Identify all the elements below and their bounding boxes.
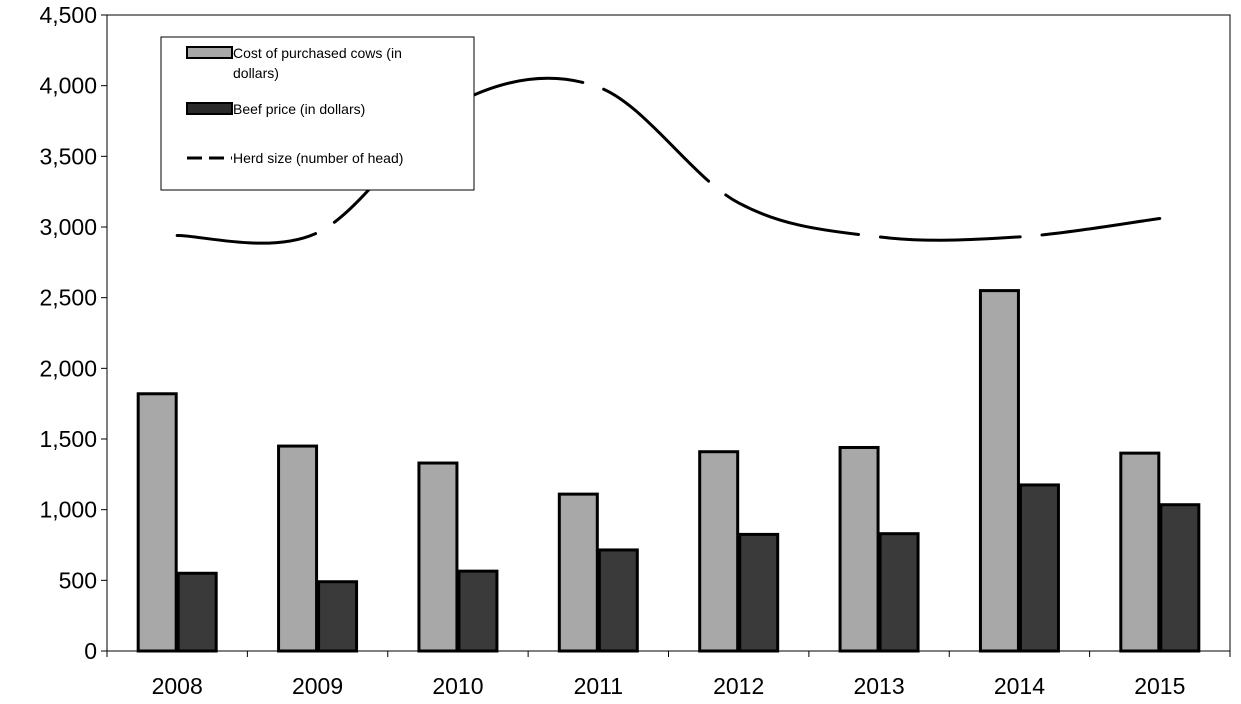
bar-cost-of-purchased-cows: [417, 461, 459, 653]
bar-cost-of-purchased-cows: [277, 444, 319, 653]
tick-labels: 0 500 1,000 1,500 2,000 2,500 3,000 3,500 4,000 4…: [39, 2, 1185, 699]
x-tick-label: 2012: [713, 673, 764, 699]
x-tick-label: 2008: [152, 673, 203, 699]
bar-beef-price: [176, 571, 218, 653]
bar-cost-of-purchased-cows: [557, 492, 599, 653]
y-tick-label: 0: [84, 638, 97, 664]
x-tick-label: 2013: [853, 673, 904, 699]
bar-cost-of-purchased-cows: [978, 289, 1020, 653]
y-tick-label: 500: [59, 567, 97, 593]
bar-beef-price: [1159, 503, 1201, 653]
y-tick-label: 4,000: [39, 73, 97, 99]
bar-cost-of-purchased-cows: [838, 445, 880, 653]
y-tick-label: 3,500: [39, 143, 97, 169]
legend-label-cost-line1: Cost of purchased cows (in: [233, 45, 402, 61]
x-tick-label: 2015: [1134, 673, 1185, 699]
x-tick-label: 2011: [574, 673, 623, 699]
bar-beef-price: [1018, 483, 1060, 653]
y-tick-label: 4,500: [39, 2, 97, 28]
x-tick-label: 2009: [292, 673, 343, 699]
x-tick-label: 2010: [432, 673, 483, 699]
bar-cost-of-purchased-cows: [136, 392, 178, 653]
legend: Cost of purchased cows (in dollars) Beef…: [160, 36, 475, 191]
bar-beef-price: [597, 548, 639, 653]
bar-cost-of-purchased-cows: [1119, 451, 1161, 653]
legend-label-herd: Herd size (number of head): [233, 150, 403, 166]
bar-beef-price: [878, 532, 920, 653]
axes: [101, 14, 1231, 657]
y-tick-label: 3,000: [39, 214, 97, 240]
bars: [136, 289, 1201, 653]
bar-beef-price: [317, 580, 359, 653]
herd-size-line-group: [175, 76, 1162, 245]
y-tick-label: 1,000: [39, 497, 97, 523]
bar-beef-price: [738, 532, 780, 653]
legend-swatch-beef: [186, 102, 233, 115]
legend-label-cost-line2: dollars): [233, 65, 279, 81]
herd-size-line: [175, 76, 1162, 245]
y-tick-label: 2,500: [39, 285, 97, 311]
bar-cost-of-purchased-cows: [698, 450, 740, 653]
y-tick-label: 1,500: [39, 426, 97, 452]
legend-swatch-cost: [186, 46, 233, 59]
y-tick-label: 2,000: [39, 355, 97, 381]
x-tick-label: 2014: [994, 673, 1045, 699]
legend-label-beef: Beef price (in dollars): [233, 101, 365, 117]
bar-beef-price: [457, 569, 499, 653]
